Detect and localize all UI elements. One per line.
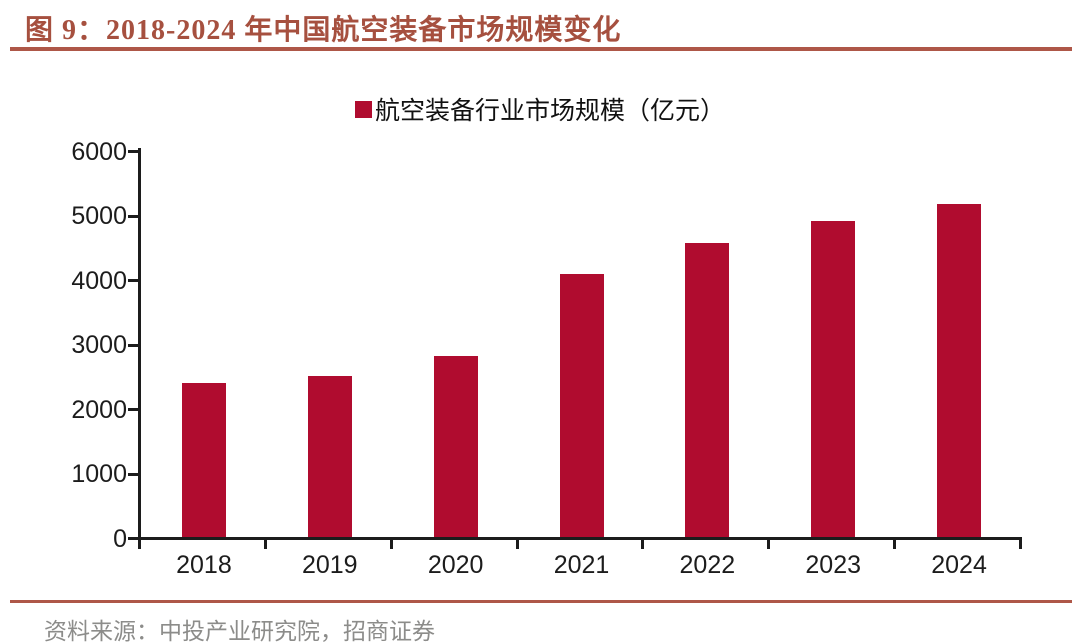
bar-2020 bbox=[433, 355, 478, 537]
x-axis-label-2021: 2021 bbox=[553, 551, 610, 579]
bar-2023 bbox=[811, 220, 856, 537]
x-axis bbox=[138, 537, 1022, 540]
x-axis-tick bbox=[641, 540, 645, 549]
x-axis-tick bbox=[263, 540, 267, 549]
y-axis-label: 2000 bbox=[71, 395, 127, 424]
x-axis-tick bbox=[767, 540, 771, 549]
x-axis-tick bbox=[389, 540, 393, 549]
y-axis-tick bbox=[128, 279, 138, 282]
x-axis-label-2019: 2019 bbox=[301, 551, 358, 579]
y-axis bbox=[138, 148, 141, 540]
source-divider bbox=[10, 600, 1072, 603]
bar-2019 bbox=[307, 376, 352, 537]
y-axis-tick bbox=[128, 214, 138, 218]
x-axis-tick bbox=[138, 540, 141, 549]
y-axis-tick bbox=[128, 408, 138, 411]
bar-2024 bbox=[937, 203, 982, 537]
title-underline bbox=[10, 47, 1072, 51]
y-axis-label: 0 bbox=[113, 524, 127, 553]
chart-legend: 航空装备行业市场规模（亿元） bbox=[0, 94, 1080, 125]
legend-swatch-icon bbox=[354, 100, 372, 118]
bar-2018 bbox=[181, 383, 226, 537]
y-axis-label: 4000 bbox=[71, 266, 127, 295]
figure-title: 图 9：2018-2024 年中国航空装备市场规模变化 bbox=[25, 15, 622, 46]
y-axis-tick bbox=[128, 537, 138, 540]
y-axis-label: 6000 bbox=[71, 137, 127, 166]
x-axis-label-2018: 2018 bbox=[176, 551, 232, 579]
y-axis-label: 3000 bbox=[71, 331, 127, 359]
y-axis-tick bbox=[128, 472, 138, 476]
x-axis-tick bbox=[515, 540, 519, 549]
y-axis-tick bbox=[128, 150, 138, 153]
y-axis-label: 1000 bbox=[71, 460, 127, 488]
bar-2021 bbox=[559, 273, 604, 537]
x-axis-label-2020: 2020 bbox=[427, 551, 484, 579]
source-note: 资料来源：中投产业研究院，招商证券 bbox=[44, 619, 435, 643]
x-axis-tick bbox=[893, 540, 897, 549]
legend-label: 航空装备行业市场规模（亿元） bbox=[374, 98, 725, 125]
x-axis-label-2022: 2022 bbox=[679, 551, 736, 579]
x-axis-label-2024: 2024 bbox=[931, 551, 987, 579]
y-axis-tick bbox=[128, 343, 138, 347]
y-axis-label: 5000 bbox=[71, 202, 127, 230]
bar-2022 bbox=[685, 242, 730, 537]
x-axis-tick bbox=[1019, 540, 1022, 549]
x-axis-label-2023: 2023 bbox=[805, 551, 862, 579]
